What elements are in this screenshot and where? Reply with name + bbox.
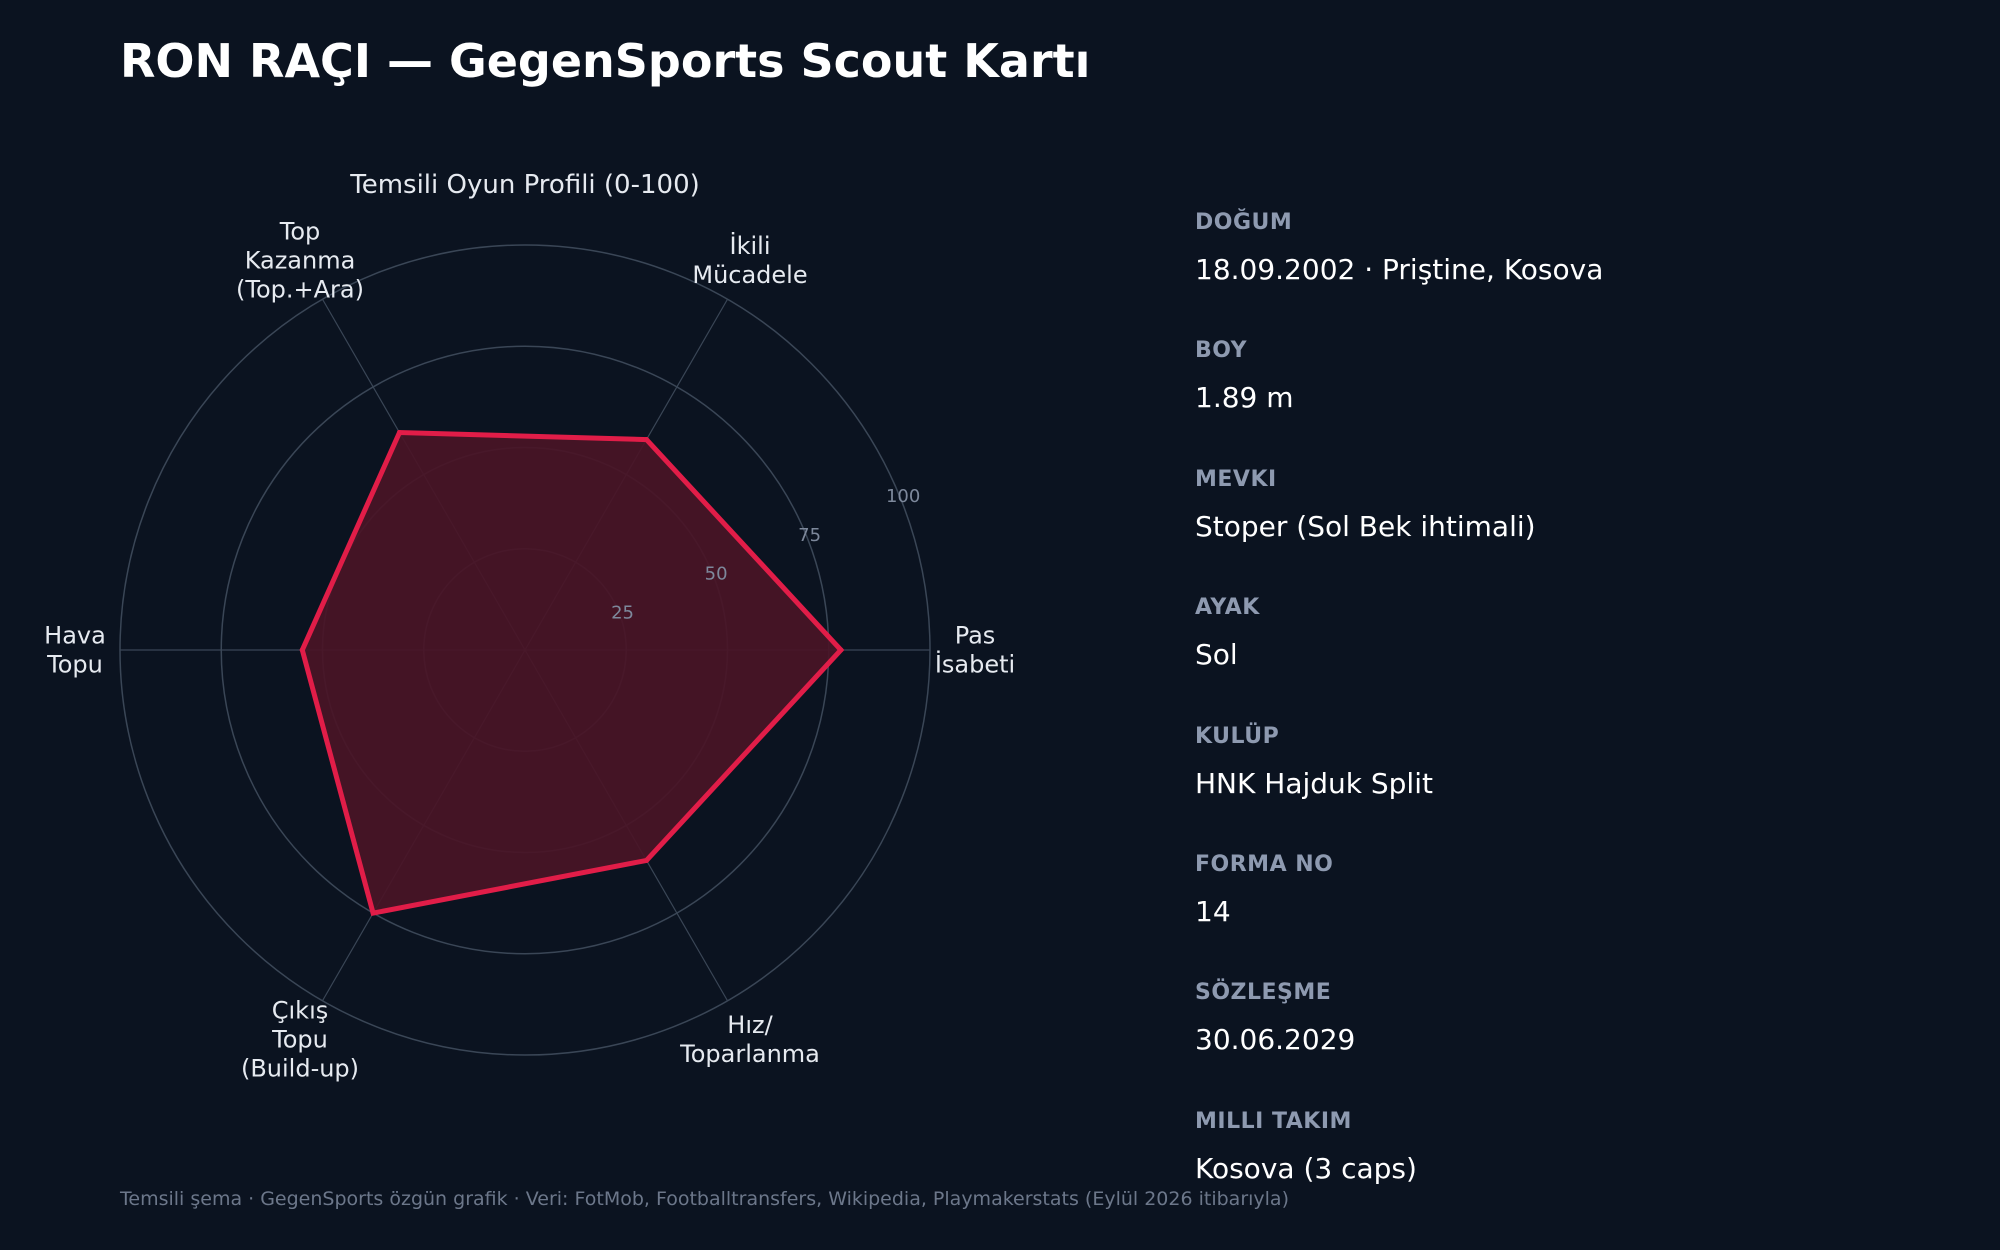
info-value: Stoper (Sol Bek ihtimali) bbox=[1195, 509, 1536, 543]
axis-label-line: Kazanma bbox=[245, 246, 356, 274]
info-label: FORMA NO bbox=[1195, 851, 1334, 877]
tick-label: 50 bbox=[705, 564, 728, 585]
info-value: HNK Hajduk Split bbox=[1195, 766, 1433, 800]
axis-label-line: (Build-up) bbox=[241, 1055, 359, 1083]
info-contract: SÖZLEŞME 30.06.2029 bbox=[1195, 978, 1955, 1106]
info-label: DOĞUM bbox=[1195, 210, 1293, 235]
info-label: SÖZLEŞME bbox=[1195, 980, 1332, 1006]
axis-label-line: Top bbox=[279, 217, 321, 245]
axis-label-line: Topu bbox=[46, 651, 103, 679]
tick-label: 25 bbox=[611, 602, 634, 623]
info-value: 18.09.2002 · Priştine, Kosova bbox=[1195, 253, 1604, 286]
tick-label: 75 bbox=[798, 525, 821, 546]
page-title: RON RAÇI — GegenSports Scout Kartı bbox=[120, 34, 1091, 88]
info-value: Kosova (3 caps) bbox=[1195, 1151, 1417, 1185]
axis-label-line: İsabeti bbox=[935, 650, 1015, 679]
axis-label: Çıkış Topu (Build-up) bbox=[241, 997, 359, 1083]
data-area bbox=[302, 432, 841, 914]
chart-title: Temsili Oyun Profili (0-100) bbox=[349, 170, 700, 200]
axis-label-line: Mücadele bbox=[692, 261, 807, 289]
info-club: KULÜP HNK Hajduk Split bbox=[1195, 722, 1955, 850]
info-label: MEVKI bbox=[1195, 466, 1277, 492]
info-label: AYAK bbox=[1195, 595, 1260, 621]
axis-label-line: Pas bbox=[955, 622, 996, 650]
axis-label-line: (Top.+Ara) bbox=[236, 275, 364, 303]
tick-label: 100 bbox=[886, 486, 920, 507]
axis-label: İkili Mücadele bbox=[692, 231, 807, 289]
data-point bbox=[299, 647, 305, 653]
info-value: 14 bbox=[1195, 894, 1231, 928]
axis-label: Pas İsabeti bbox=[935, 622, 1015, 679]
info-value: 1.89 m bbox=[1195, 381, 1294, 415]
data-point bbox=[838, 647, 844, 653]
axis-label-line: İkili bbox=[730, 231, 771, 260]
axis-label-line: Hava bbox=[44, 622, 106, 650]
radar-chart-svg: Temsili Oyun Profili (0-100) 25 50 75 100 Pas… bbox=[44, 170, 1015, 1083]
info-label: BOY bbox=[1195, 338, 1248, 364]
info-height: BOY 1.89 m bbox=[1195, 336, 1955, 464]
axis-label-line: Toparlanma bbox=[679, 1040, 820, 1068]
data-point bbox=[644, 437, 649, 443]
radar-chart: Temsili Oyun Profili (0-100) 25 50 75 100 Pas… bbox=[44, 170, 1015, 1083]
info-national-team: MILLI TAKIM Kosova (3 caps) bbox=[1195, 1107, 1955, 1235]
axis-label: Hava Topu bbox=[44, 622, 106, 679]
info-position: MEVKI Stoper (Sol Bek ihtimali) bbox=[1195, 465, 1955, 593]
axis-label-line: Topu bbox=[271, 1026, 328, 1054]
source-footnote: Temsili şema · GegenSports özgün grafik … bbox=[120, 1188, 1289, 1210]
player-info-panel: DOĞUM 18.09.2002 · Priştine, Kosova BOY … bbox=[1195, 208, 1955, 1235]
axis-label-line: Çıkış bbox=[272, 997, 329, 1025]
info-shirt-number: FORMA NO 14 bbox=[1195, 850, 1955, 978]
axis-label-line: Hız/ bbox=[727, 1011, 773, 1039]
info-foot: AYAK Sol bbox=[1195, 593, 1955, 721]
axis-label: Top Kazanma (Top.+Ara) bbox=[236, 217, 364, 303]
axis-label: Hız/Toparlanma bbox=[679, 1011, 820, 1068]
info-value: 30.06.2029 bbox=[1195, 1023, 1356, 1057]
data-point bbox=[370, 910, 376, 916]
info-value: Sol bbox=[1195, 638, 1238, 672]
data-point bbox=[396, 430, 402, 436]
info-birth: DOĞUM 18.09.2002 · Priştine, Kosova bbox=[1195, 208, 1955, 336]
info-label: KULÜP bbox=[1195, 723, 1280, 749]
data-point bbox=[644, 857, 649, 863]
info-label: MILLI TAKIM bbox=[1195, 1108, 1352, 1134]
